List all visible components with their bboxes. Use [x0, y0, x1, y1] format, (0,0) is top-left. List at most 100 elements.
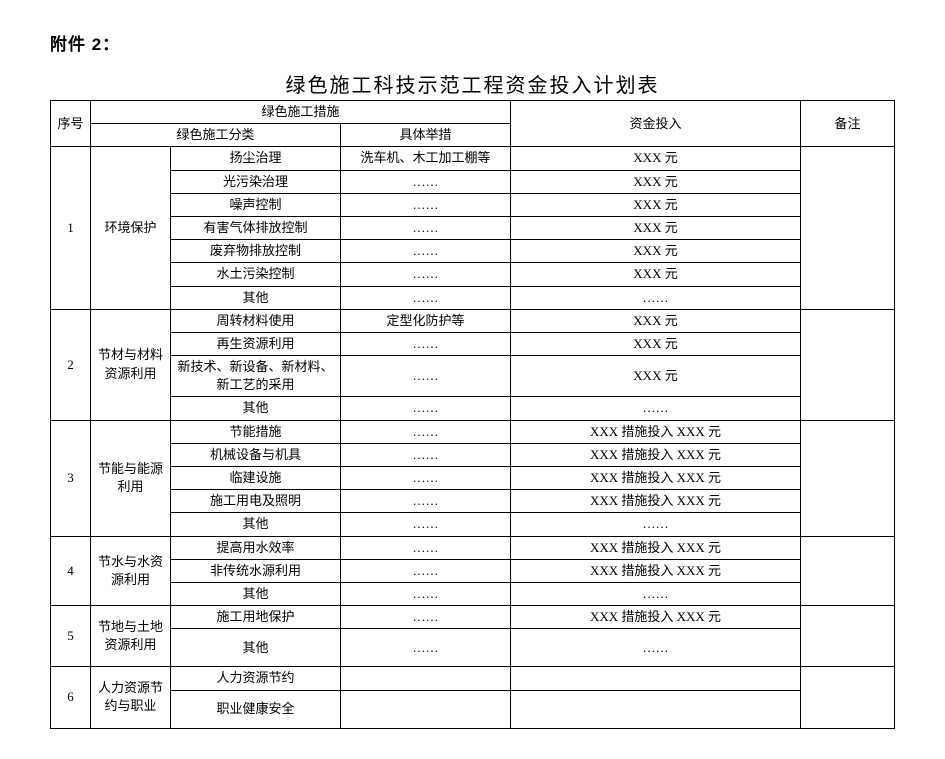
table-row: 有害气体排放控制……XXX 元: [51, 216, 895, 239]
cell-measure: ……: [341, 559, 511, 582]
header-seq: 序号: [51, 101, 91, 147]
cell-seq: 4: [51, 536, 91, 606]
cell-measure: ……: [341, 263, 511, 286]
cell-investment: ……: [511, 582, 801, 605]
table-row: 非传统水源利用……XXX 措施投入 XXX 元: [51, 559, 895, 582]
table-row: 4节水与水资源利用提高用水效率……XXX 措施投入 XXX 元: [51, 536, 895, 559]
table-row: 5节地与土地资源利用施工用地保护……XXX 措施投入 XXX 元: [51, 606, 895, 629]
table-row: 其他…………: [51, 397, 895, 420]
cell-investment: XXX 元: [511, 170, 801, 193]
cell-investment: XXX 元: [511, 240, 801, 263]
header-measures-group: 绿色施工措施: [91, 101, 511, 124]
cell-subcategory: 其他: [171, 629, 341, 667]
cell-subcategory: 机械设备与机具: [171, 443, 341, 466]
cell-seq: 6: [51, 667, 91, 728]
header-remark: 备注: [801, 101, 895, 147]
cell-subcategory: 光污染治理: [171, 170, 341, 193]
cell-measure: ……: [341, 170, 511, 193]
cell-subcategory: 其他: [171, 397, 341, 420]
cell-investment: XXX 元: [511, 332, 801, 355]
cell-subcategory: 非传统水源利用: [171, 559, 341, 582]
cell-measure: ……: [341, 397, 511, 420]
table-row: 施工用电及照明……XXX 措施投入 XXX 元: [51, 490, 895, 513]
cell-investment: ……: [511, 513, 801, 536]
cell-category: 节水与水资源利用: [91, 536, 171, 606]
table-row: 新技术、新设备、新材料、新工艺的采用……XXX 元: [51, 356, 895, 397]
cell-measure: ……: [341, 606, 511, 629]
cell-category: 节地与土地资源利用: [91, 606, 171, 667]
cell-subcategory: 职业健康安全: [171, 690, 341, 728]
cell-investment: XXX 元: [511, 309, 801, 332]
table-row: 临建设施……XXX 措施投入 XXX 元: [51, 467, 895, 490]
table-row: 机械设备与机具……XXX 措施投入 XXX 元: [51, 443, 895, 466]
cell-measure: ……: [341, 356, 511, 397]
cell-subcategory: 扬尘治理: [171, 147, 341, 170]
cell-measure: ……: [341, 286, 511, 309]
table-row: 职业健康安全: [51, 690, 895, 728]
cell-investment: XXX 元: [511, 263, 801, 286]
cell-category: 节能与能源利用: [91, 420, 171, 536]
cell-remark: [801, 667, 895, 728]
cell-category: 节材与材料资源利用: [91, 309, 171, 420]
cell-measure: ……: [341, 467, 511, 490]
cell-investment: [511, 690, 801, 728]
cell-subcategory: 提高用水效率: [171, 536, 341, 559]
cell-investment: XXX 措施投入 XXX 元: [511, 606, 801, 629]
table-row: 其他…………: [51, 513, 895, 536]
cell-investment: XXX 措施投入 XXX 元: [511, 420, 801, 443]
cell-investment: XXX 元: [511, 216, 801, 239]
cell-measure: 定型化防护等: [341, 309, 511, 332]
cell-seq: 1: [51, 147, 91, 309]
cell-subcategory: 周转材料使用: [171, 309, 341, 332]
cell-investment: ……: [511, 629, 801, 667]
cell-measure: ……: [341, 240, 511, 263]
attachment-label: 附件 2：: [50, 30, 895, 55]
cell-category: 人力资源节约与职业: [91, 667, 171, 728]
cell-subcategory: 节能措施: [171, 420, 341, 443]
cell-measure: ……: [341, 629, 511, 667]
cell-investment: ……: [511, 397, 801, 420]
cell-investment: ……: [511, 286, 801, 309]
cell-subcategory: 临建设施: [171, 467, 341, 490]
cell-seq: 2: [51, 309, 91, 420]
cell-measure: ……: [341, 216, 511, 239]
cell-measure: ……: [341, 443, 511, 466]
cell-subcategory: 有害气体排放控制: [171, 216, 341, 239]
table-row: 其他…………: [51, 286, 895, 309]
table-row: 水土污染控制……XXX 元: [51, 263, 895, 286]
header-investment: 资金投入: [511, 101, 801, 147]
cell-measure: [341, 667, 511, 690]
table-row: 再生资源利用……XXX 元: [51, 332, 895, 355]
table-row: 2节材与材料资源利用周转材料使用定型化防护等XXX 元: [51, 309, 895, 332]
cell-measure: ……: [341, 513, 511, 536]
cell-investment: XXX 元: [511, 193, 801, 216]
cell-category: 环境保护: [91, 147, 171, 309]
cell-subcategory: 其他: [171, 286, 341, 309]
table-row: 1环境保护扬尘治理洗车机、木工加工棚等XXX 元: [51, 147, 895, 170]
cell-investment: XXX 措施投入 XXX 元: [511, 559, 801, 582]
cell-remark: [801, 309, 895, 420]
cell-subcategory: 新技术、新设备、新材料、新工艺的采用: [171, 356, 341, 397]
cell-investment: XXX 措施投入 XXX 元: [511, 490, 801, 513]
cell-measure: ……: [341, 420, 511, 443]
cell-seq: 3: [51, 420, 91, 536]
table-row: 6人力资源节约与职业人力资源节约: [51, 667, 895, 690]
cell-subcategory: 废弃物排放控制: [171, 240, 341, 263]
cell-subcategory: 人力资源节约: [171, 667, 341, 690]
table-row: 废弃物排放控制……XXX 元: [51, 240, 895, 263]
cell-subcategory: 施工用电及照明: [171, 490, 341, 513]
header-specific: 具体举措: [341, 124, 511, 147]
cell-subcategory: 再生资源利用: [171, 332, 341, 355]
cell-measure: ……: [341, 193, 511, 216]
cell-investment: XXX 元: [511, 356, 801, 397]
cell-subcategory: 水土污染控制: [171, 263, 341, 286]
cell-subcategory: 噪声控制: [171, 193, 341, 216]
header-category: 绿色施工分类: [91, 124, 341, 147]
cell-subcategory: 其他: [171, 582, 341, 605]
cell-subcategory: 其他: [171, 513, 341, 536]
cell-measure: [341, 690, 511, 728]
cell-investment: [511, 667, 801, 690]
table-header-row-1: 序号 绿色施工措施 资金投入 备注: [51, 101, 895, 124]
cell-measure: ……: [341, 536, 511, 559]
cell-measure: 洗车机、木工加工棚等: [341, 147, 511, 170]
